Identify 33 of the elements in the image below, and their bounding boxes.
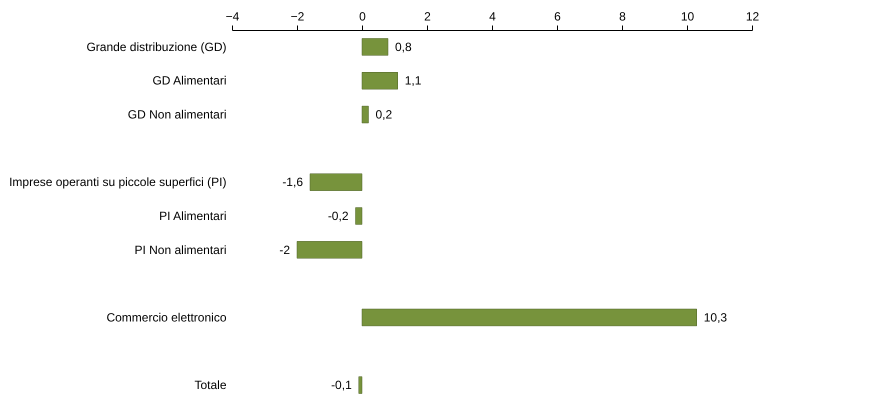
bar [362,308,697,326]
bar [362,38,388,56]
y-tick-label: PI Non alimentari [134,242,226,257]
x-tick-label: 6 [554,10,562,24]
data-label: -0,1 [331,378,352,392]
y-tick-label: Imprese operanti su piccole superfici (PI) [9,175,226,190]
data-label: -2 [279,242,290,257]
data-label: 0,2 [376,108,393,122]
data-label: -1,6 [282,175,304,190]
bar [355,207,362,225]
x-tick-label: 8 [619,10,626,24]
data-label: -0,2 [328,209,349,223]
x-tick-label: 2 [424,10,432,24]
data-label: 1,1 [404,74,422,88]
bar [358,376,362,394]
y-tick-label: GD Non alimentari [128,108,226,122]
y-tick-label: GD Alimentari [152,74,226,88]
y-tick-label: PI Alimentari [159,209,226,223]
bar [362,72,398,90]
data-label: 0,8 [395,40,412,54]
y-tick-label: Grande distribuzione (GD) [86,40,226,54]
y-tick-label: Totale [194,378,227,392]
x-tick-label: 4 [489,10,496,24]
x-tick-label: −4 [226,10,240,24]
x-tick-label: 0 [359,10,366,24]
bar [310,173,362,191]
bar [362,106,369,124]
x-tick-label: 12 [746,10,760,24]
x-tick-label: −2 [290,10,305,24]
bar [296,241,362,259]
y-tick-label: Commercio elettronico [106,310,227,324]
x-tick-label: 10 [680,10,694,24]
data-label: 10,3 [704,310,728,324]
